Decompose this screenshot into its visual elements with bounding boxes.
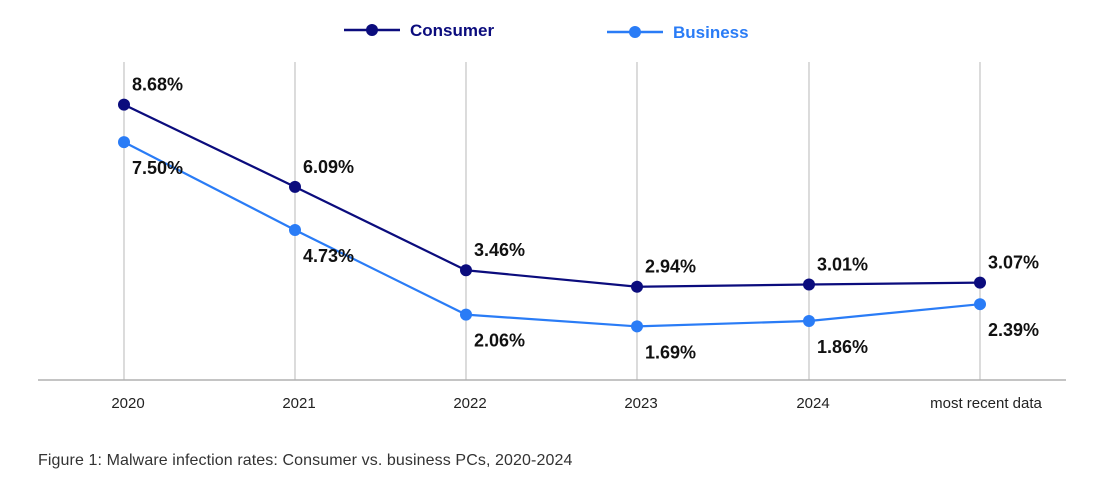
data-label-business: 1.86% xyxy=(817,337,868,357)
gridlines xyxy=(123,62,981,380)
x-tick-label: most recent data xyxy=(930,395,1042,412)
data-label-business: 2.06% xyxy=(474,331,525,351)
legend-label: Consumer xyxy=(410,21,494,40)
data-label-consumer: 2.94% xyxy=(645,257,696,277)
data-label-business: 7.50% xyxy=(132,158,183,178)
series-line-business xyxy=(123,141,981,328)
line-chart: 2020 2021 2022 2023 2024 most recent data 8.6… xyxy=(38,21,1066,412)
data-label-business: 1.69% xyxy=(645,342,696,362)
data-label-consumer: 3.01% xyxy=(817,255,868,275)
x-tick-label: 2022 xyxy=(453,395,486,412)
series-lines xyxy=(118,98,986,333)
data-point-business xyxy=(803,315,815,328)
data-label-business: 2.39% xyxy=(988,320,1039,340)
x-tick-label: 2020 xyxy=(111,395,144,412)
legend-item-consumer: Consumer xyxy=(344,21,494,40)
data-point-consumer xyxy=(289,180,301,193)
data-point-consumer xyxy=(631,280,643,293)
series-line-consumer xyxy=(123,103,981,288)
legend-marker-icon xyxy=(629,26,641,38)
data-point-consumer xyxy=(803,278,815,291)
data-label-consumer: 6.09% xyxy=(303,157,354,177)
data-point-consumer xyxy=(974,276,986,289)
data-labels: 8.68% 6.09% 3.46% 2.94% 3.01% 3.07% 7.50% 4.73%… xyxy=(132,75,1039,363)
legend-item-business: Business xyxy=(607,23,749,42)
x-tick-labels: 2020 2021 2022 2023 2024 most recent data xyxy=(111,395,1042,412)
data-point-business xyxy=(974,298,986,311)
data-label-consumer: 8.68% xyxy=(132,75,183,95)
data-label-business: 4.73% xyxy=(303,246,354,266)
data-point-business xyxy=(289,223,301,236)
legend-marker-icon xyxy=(366,24,378,36)
data-point-business xyxy=(118,136,130,149)
x-tick-label: 2024 xyxy=(796,395,829,412)
data-point-business xyxy=(460,308,472,321)
x-tick-label: 2023 xyxy=(624,395,657,412)
legend: Consumer Business xyxy=(344,21,749,42)
legend-label: Business xyxy=(673,23,749,42)
data-label-consumer: 3.46% xyxy=(474,240,525,260)
x-tick-label: 2021 xyxy=(282,395,315,412)
figure-caption: Figure 1: Malware infection rates: Consu… xyxy=(38,452,573,469)
data-label-consumer: 3.07% xyxy=(988,253,1039,273)
data-point-consumer xyxy=(118,98,130,111)
data-point-consumer xyxy=(460,264,472,277)
data-point-business xyxy=(631,320,643,333)
